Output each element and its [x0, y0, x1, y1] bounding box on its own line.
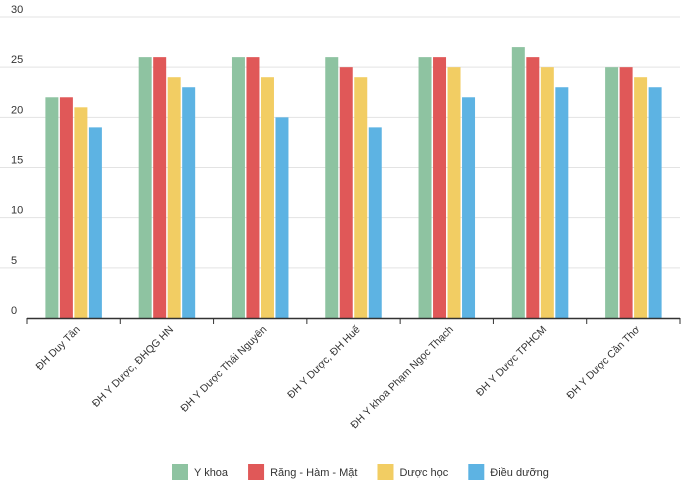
y-tick-label: 10 [11, 205, 23, 217]
y-axis-ticks: 0 5 10 15 20 25 30 [11, 4, 23, 317]
x-category-label: ĐH Y khoa Phạm Ngọc Thạch [348, 324, 456, 432]
x-axis [26, 317, 681, 324]
bar [231, 57, 245, 319]
bar [325, 57, 339, 319]
y-tick-label: 15 [11, 155, 23, 167]
bar [526, 57, 540, 319]
x-category-label: ĐH Y Dược, ĐH Huế [285, 324, 363, 402]
bar [634, 77, 648, 318]
y-tick-label: 25 [11, 54, 23, 66]
bar [619, 67, 633, 319]
bar [462, 97, 476, 319]
bar [167, 77, 181, 318]
bar [88, 127, 102, 318]
bar [605, 67, 619, 319]
bar [354, 77, 368, 318]
bar [555, 87, 569, 318]
x-category-label: ĐH Y Dược, ĐHQG HN [90, 324, 176, 410]
y-tick-label: 20 [11, 104, 23, 116]
bar [540, 67, 554, 319]
bar [138, 57, 152, 319]
bar [275, 117, 289, 318]
y-tick-label: 30 [11, 4, 23, 16]
bar [246, 57, 260, 319]
x-axis-labels: ĐH Duy Tân ĐH Y Dược, ĐHQG HN ĐH Y Dược Th… [34, 324, 643, 432]
legend-label: Y khoa [194, 467, 229, 479]
bar [74, 107, 88, 318]
bar [260, 77, 274, 318]
y-tick-label: 0 [11, 305, 17, 317]
legend-label: Răng - Hàm - Mặt [270, 467, 357, 479]
bar [368, 127, 382, 318]
legend-label: Điều dưỡng [490, 467, 549, 479]
legend-swatch [377, 464, 394, 480]
legend: Y khoa Răng - Hàm - Mặt Dược học Điều dưỡng [172, 464, 549, 480]
bar [45, 97, 59, 319]
x-category-label: ĐH Duy Tân [34, 324, 83, 373]
bar [447, 67, 461, 319]
legend-swatch [248, 464, 265, 480]
x-category-label: ĐH Y Dược TPHCM [474, 324, 549, 399]
legend-swatch [172, 464, 188, 480]
bar [433, 57, 447, 319]
x-category-label: ĐH Y Dược Thái Nguyên [178, 324, 269, 415]
bar [418, 57, 432, 319]
x-category-label: ĐH Y Dược Cần Thơ [564, 324, 642, 402]
bar [339, 67, 353, 319]
bar [153, 57, 167, 319]
bar [59, 97, 73, 319]
y-tick-label: 5 [11, 255, 17, 267]
bar [511, 47, 525, 318]
bar [182, 87, 196, 318]
legend-swatch [468, 464, 485, 480]
bar [648, 87, 662, 318]
bars [45, 47, 662, 319]
legend-label: Dược học [399, 467, 448, 479]
